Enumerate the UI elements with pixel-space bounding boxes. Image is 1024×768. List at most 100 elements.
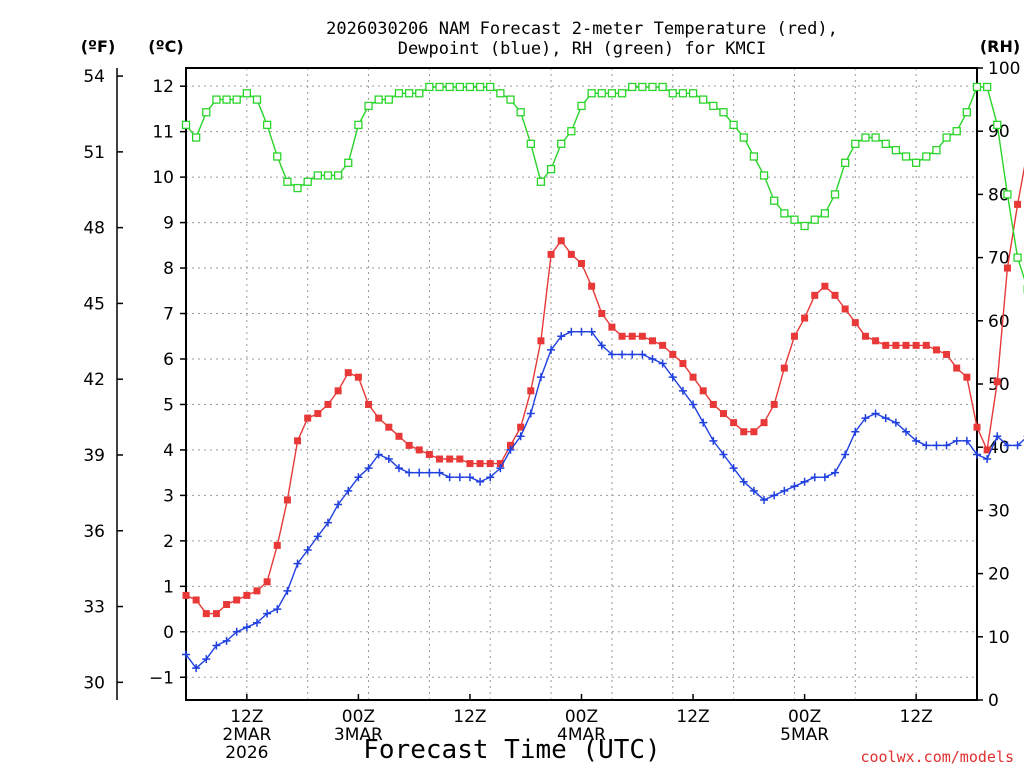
tick-labels: −101234567891011123033363942454851540102… — [83, 59, 1020, 711]
data-point-temperature — [912, 341, 920, 349]
data-point-dewpoint — [871, 409, 880, 418]
data-point-dewpoint — [851, 427, 860, 436]
data-point-rh — [759, 171, 769, 180]
data-point-dewpoint — [384, 455, 393, 464]
data-point-rh — [952, 127, 961, 136]
data-point-rh — [394, 89, 404, 98]
data-point-dewpoint — [760, 495, 769, 504]
data-point-rh — [526, 139, 535, 148]
data-point-rh — [648, 82, 657, 92]
credit-link[interactable]: coolwx.com/models — [860, 748, 1014, 766]
data-point-rh — [232, 95, 241, 104]
series-layer — [181, 82, 1024, 673]
data-point-rh — [313, 171, 322, 180]
data-point-dewpoint — [719, 450, 728, 459]
data-point-dewpoint — [425, 468, 434, 477]
data-point-temperature — [659, 341, 667, 349]
data-point-dewpoint — [557, 332, 566, 341]
data-point-temperature — [527, 387, 535, 395]
data-point-rh — [465, 82, 475, 92]
data-point-temperature — [719, 410, 727, 418]
data-point-dewpoint — [881, 414, 890, 423]
data-point-temperature — [567, 250, 575, 258]
celsius-tick-label: 1 — [163, 577, 174, 597]
data-point-temperature — [598, 310, 606, 318]
fahrenheit-tick-label: 45 — [83, 294, 105, 314]
data-point-temperature — [223, 601, 231, 609]
data-point-temperature — [811, 291, 819, 299]
data-point-temperature — [841, 305, 849, 313]
fahrenheit-tick-label: 54 — [83, 67, 105, 87]
data-point-rh — [252, 95, 262, 104]
data-point-dewpoint — [993, 432, 1002, 441]
data-point-dewpoint — [374, 450, 383, 459]
data-point-rh — [536, 177, 546, 186]
data-point-rh — [364, 101, 373, 111]
celsius-tick-label: 9 — [163, 214, 174, 234]
data-point-dewpoint — [952, 436, 961, 445]
data-point-rh — [455, 82, 464, 92]
data-point-temperature — [892, 341, 900, 349]
data-point-temperature — [466, 460, 474, 468]
data-point-dewpoint — [354, 473, 363, 482]
x-tick-label: 5MAR — [780, 725, 829, 745]
data-point-temperature — [314, 410, 322, 418]
data-point-temperature — [902, 341, 910, 349]
data-point-temperature — [354, 373, 362, 381]
data-point-rh — [202, 108, 211, 117]
data-point-temperature — [790, 332, 798, 340]
data-point-dewpoint — [536, 373, 545, 382]
data-point-rh — [780, 209, 789, 218]
data-point-dewpoint — [323, 518, 332, 527]
data-point-dewpoint — [628, 350, 637, 359]
fahrenheit-tick-label: 30 — [83, 673, 105, 693]
data-point-dewpoint — [445, 473, 454, 482]
data-point-temperature — [932, 346, 940, 354]
data-point-temperature — [517, 423, 525, 431]
data-point-rh — [384, 95, 393, 104]
data-point-temperature — [922, 341, 930, 349]
data-point-rh — [404, 89, 414, 98]
celsius-tick-label: 2 — [163, 532, 174, 552]
x-tick-label: 2MAR — [222, 725, 271, 745]
data-point-rh — [770, 196, 779, 205]
rh-tick-label: 20 — [988, 565, 1010, 585]
data-point-rh — [587, 89, 596, 98]
data-point-dewpoint — [506, 445, 515, 454]
data-point-rh — [688, 89, 698, 98]
data-point-temperature — [821, 282, 829, 290]
data-point-dewpoint — [597, 341, 606, 350]
data-point-temperature — [192, 596, 200, 604]
data-point-rh — [830, 190, 840, 199]
data-point-temperature — [882, 341, 890, 349]
data-point-temperature — [1014, 200, 1022, 208]
data-point-temperature — [182, 591, 190, 599]
left-unit-fahrenheit: (ºF) — [81, 37, 116, 56]
data-point-rh — [597, 89, 606, 98]
data-point-rh — [222, 95, 231, 104]
data-point-dewpoint — [232, 627, 241, 636]
data-point-dewpoint — [922, 441, 931, 450]
celsius-tick-label: 5 — [163, 395, 174, 415]
data-point-temperature — [375, 414, 383, 422]
x-tick-label: 12Z — [230, 707, 263, 727]
data-point-temperature — [760, 419, 768, 427]
data-point-temperature — [365, 400, 373, 408]
data-point-temperature — [689, 373, 697, 381]
x-tick-label: 12Z — [900, 707, 933, 727]
data-point-temperature — [456, 455, 464, 463]
data-point-dewpoint — [831, 468, 840, 477]
data-point-dewpoint — [364, 464, 373, 473]
data-point-dewpoint — [242, 623, 251, 632]
celsius-tick-label: 8 — [163, 259, 174, 279]
data-point-rh — [820, 209, 830, 218]
data-point-dewpoint — [577, 327, 586, 336]
data-point-dewpoint — [486, 473, 495, 482]
series-temperature — [182, 165, 1024, 618]
fahrenheit-tick-label: 39 — [83, 446, 105, 466]
data-point-dewpoint — [313, 532, 322, 541]
data-point-temperature — [415, 446, 423, 454]
data-point-temperature — [679, 360, 687, 368]
data-point-dewpoint — [344, 486, 353, 495]
